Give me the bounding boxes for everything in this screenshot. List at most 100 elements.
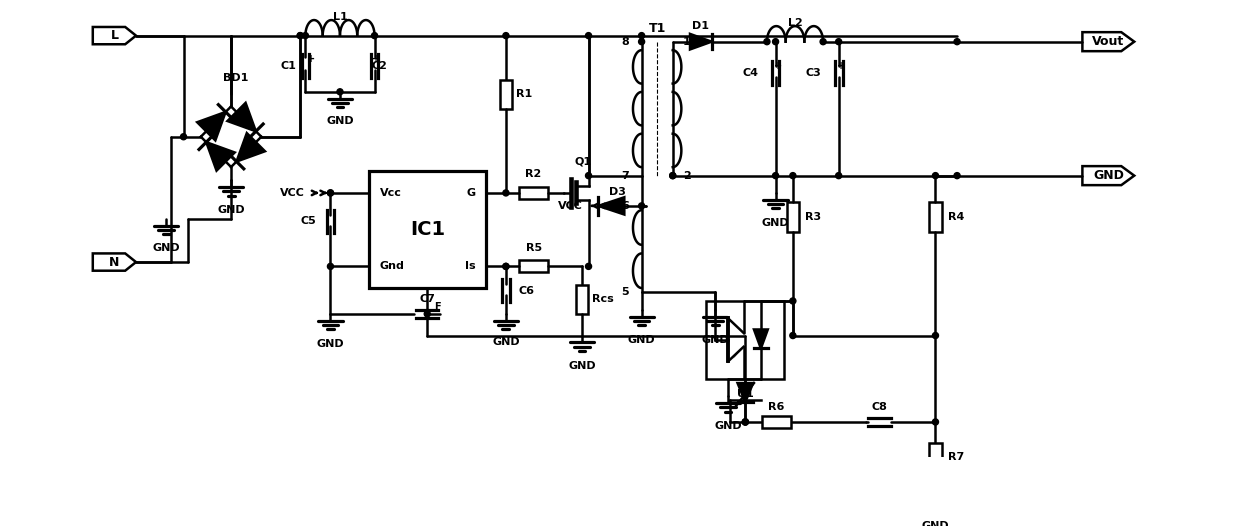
Text: 2: 2 (683, 170, 691, 180)
Text: 1: 1 (683, 37, 691, 47)
Circle shape (298, 33, 304, 38)
Text: Vout: Vout (1092, 35, 1125, 48)
Text: 7: 7 (621, 170, 629, 180)
Text: L: L (110, 29, 118, 42)
Circle shape (372, 33, 377, 38)
Circle shape (790, 173, 796, 179)
Text: GND: GND (921, 521, 950, 526)
Bar (500, 80, 512, 109)
Text: BD1: BD1 (223, 73, 248, 83)
Circle shape (327, 190, 334, 196)
Circle shape (743, 419, 749, 425)
Text: D3: D3 (609, 187, 626, 197)
Text: GND: GND (627, 335, 656, 345)
Text: IC1: IC1 (410, 220, 445, 239)
Bar (575, 285, 588, 314)
Circle shape (503, 264, 508, 269)
Circle shape (585, 264, 591, 269)
Circle shape (503, 190, 508, 196)
Circle shape (836, 38, 842, 45)
Text: GND: GND (714, 421, 742, 431)
Text: R3: R3 (805, 212, 821, 222)
Circle shape (585, 33, 591, 38)
Text: +: + (837, 61, 846, 71)
Text: GND: GND (1092, 169, 1123, 182)
Circle shape (773, 38, 779, 45)
Text: C2: C2 (372, 61, 388, 71)
Circle shape (503, 33, 508, 38)
Text: GND: GND (153, 243, 180, 253)
Text: L2: L2 (787, 18, 802, 28)
Bar (930, 203, 941, 232)
Text: R6: R6 (769, 402, 785, 412)
Text: C4: C4 (743, 68, 759, 78)
Polygon shape (93, 254, 136, 271)
Circle shape (670, 173, 676, 179)
Circle shape (773, 173, 779, 179)
Text: +: + (774, 61, 782, 71)
Circle shape (743, 419, 749, 425)
Text: R2: R2 (526, 169, 542, 179)
Text: 8: 8 (621, 37, 629, 47)
Circle shape (503, 264, 508, 269)
Bar (370, 171, 486, 288)
Bar (761, 416, 791, 428)
Text: +: + (372, 54, 381, 64)
Polygon shape (237, 133, 265, 161)
Text: D1: D1 (692, 21, 709, 31)
Circle shape (670, 173, 676, 179)
Text: GND: GND (326, 116, 353, 126)
Text: 6: 6 (621, 201, 629, 211)
Bar (518, 260, 548, 272)
Polygon shape (1083, 32, 1135, 51)
Text: C3: C3 (806, 68, 821, 78)
Text: R1: R1 (516, 89, 532, 99)
Text: GND: GND (761, 218, 790, 228)
Circle shape (303, 33, 309, 38)
Circle shape (424, 311, 430, 317)
Polygon shape (689, 34, 712, 49)
Text: Is: Is (465, 261, 476, 271)
Polygon shape (599, 197, 624, 215)
Circle shape (790, 298, 796, 304)
Polygon shape (754, 329, 768, 349)
Text: Rcs: Rcs (593, 294, 614, 304)
Text: T1: T1 (649, 22, 666, 35)
Circle shape (790, 332, 796, 339)
Circle shape (327, 190, 334, 196)
Text: VCC: VCC (558, 201, 583, 211)
Text: 5: 5 (621, 287, 629, 297)
Bar (787, 203, 799, 232)
Polygon shape (197, 112, 226, 140)
Text: GND: GND (702, 335, 729, 345)
Text: GND: GND (568, 361, 595, 371)
Text: U1: U1 (737, 389, 754, 399)
Circle shape (743, 419, 749, 425)
Circle shape (836, 173, 842, 179)
Circle shape (298, 33, 304, 38)
Polygon shape (93, 27, 136, 44)
Text: Gnd: Gnd (379, 261, 404, 271)
Circle shape (181, 134, 186, 140)
Text: Q1: Q1 (574, 157, 591, 167)
Bar (707, 301, 784, 379)
Circle shape (327, 264, 334, 269)
Circle shape (639, 33, 645, 38)
Circle shape (954, 173, 960, 179)
Text: +: + (306, 54, 315, 64)
Circle shape (764, 38, 770, 45)
Circle shape (337, 89, 343, 95)
Circle shape (639, 38, 645, 45)
Polygon shape (206, 142, 234, 170)
Text: N: N (109, 256, 119, 269)
Text: C5: C5 (300, 216, 316, 226)
Bar (518, 187, 548, 199)
Text: C1: C1 (280, 61, 296, 71)
Text: R7: R7 (947, 452, 963, 462)
Text: Vcc: Vcc (379, 188, 402, 198)
Circle shape (932, 332, 939, 339)
Text: GND: GND (492, 338, 520, 348)
Text: VCC: VCC (280, 188, 305, 198)
Bar (930, 443, 941, 472)
Polygon shape (738, 383, 753, 402)
